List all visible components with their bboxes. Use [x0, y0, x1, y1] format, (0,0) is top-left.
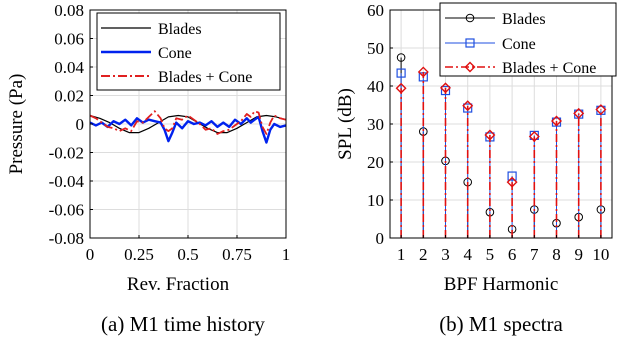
y-tick-label: 60: [367, 1, 384, 20]
marker-square: [440, 85, 451, 96]
x-axis-label-a: Rev. Fraction: [127, 274, 230, 295]
y-tick-label: 0: [376, 229, 385, 248]
marker-diamond: [462, 100, 474, 112]
x-tick-label: 9: [574, 245, 583, 264]
ticks-a: 0 0.25 0.5 0.75 1 0.08 0.06 0.04 0.02 0 -0.02 -0.04…: [49, 1, 291, 264]
y-tick-label: -0.02: [49, 144, 84, 163]
x-tick-label: 1: [397, 245, 406, 264]
legend-marker-circle: [465, 13, 475, 23]
legend-marker-square: [465, 38, 475, 48]
y-tick-label: 0.02: [54, 87, 84, 106]
legend-label-blades-cone-b: Blades + Cone: [502, 60, 596, 77]
y-tick-label: -0.08: [49, 229, 84, 248]
x-tick-label: 8: [552, 245, 561, 264]
x-tick-label: 6: [508, 245, 517, 264]
legend-label-blades: Blades: [158, 21, 202, 38]
panel-time-history: 0 0.25 0.5 0.75 1 0.08 0.06 0.04 0.02 0 -0.02 -0.04…: [6, 1, 290, 336]
x-tick-label: 7: [530, 245, 539, 264]
caption-a: (a) M1 time history: [101, 312, 265, 336]
marker-diamond: [484, 129, 496, 141]
y-tick-label: 10: [367, 191, 384, 210]
marker-diamond: [595, 104, 607, 116]
x-tick-label: 5: [486, 245, 495, 264]
ticks-b: 1 2 3 4 5 6 7 8 9 10 60 50 40 30 20 10 0: [367, 1, 609, 264]
x-tick-label: 4: [463, 245, 472, 264]
marker-square: [463, 103, 473, 113]
legend-label-cone-b: Cone: [502, 36, 536, 53]
series-group-b: [395, 53, 607, 238]
legend-a: Blades Cone Blades + Cone: [96, 12, 281, 91]
y-tick-label: 0.06: [54, 30, 84, 49]
y-tick-label: 0: [76, 115, 85, 134]
x-tick-label: 0: [86, 245, 95, 264]
y-tick-label: 0.04: [54, 58, 84, 77]
x-tick-label: 0.75: [222, 245, 252, 264]
marker-diamond: [528, 131, 540, 143]
marker-diamond: [551, 115, 562, 127]
y-axis-label-b: SPL (dB): [335, 88, 356, 160]
legend-marker-diamond: [464, 61, 476, 73]
x-tick-label: 1: [282, 245, 291, 264]
x-tick-label: 0.5: [177, 245, 198, 264]
x-tick-label: 10: [592, 245, 609, 264]
caption-b: (b) M1 spectra: [439, 312, 563, 336]
legend-label-cone: Cone: [158, 45, 192, 62]
legend-b: Blades Cone Blades + Cone: [439, 2, 617, 77]
marker-diamond: [395, 82, 407, 94]
series-group-a: [89, 110, 287, 144]
y-tick-label: -0.04: [49, 172, 85, 191]
y-tick-label: -0.06: [49, 201, 84, 220]
marker-diamond: [417, 66, 429, 78]
x-tick-label: 0.25: [124, 245, 154, 264]
marker-square: [396, 68, 406, 78]
legend-label-blades-b: Blades: [502, 11, 546, 28]
y-axis-label-a: Pressure (Pa): [6, 74, 27, 175]
marker-square: [507, 171, 517, 181]
y-tick-label: 50: [367, 39, 384, 58]
y-tick-label: 40: [367, 77, 384, 96]
y-tick-label: 20: [367, 153, 384, 172]
x-tick-label: 3: [441, 245, 450, 264]
x-axis-label-b: BPF Harmonic: [444, 274, 559, 295]
marker-diamond: [506, 176, 518, 188]
y-tick-label: 0.08: [54, 1, 84, 20]
series-line-blades-cone: [89, 110, 287, 135]
series-line-cone: [89, 115, 287, 144]
panel-spectra: 1 2 3 4 5 6 7 8 9 10 60 50 40 30 20 10 0 BPF Harmonic SP…: [335, 1, 617, 336]
marker-circle: [396, 53, 406, 62]
legend-label-blades-cone: Blades + Cone: [158, 69, 252, 86]
marker-diamond: [440, 82, 451, 94]
y-tick-label: 30: [367, 115, 384, 134]
x-tick-label: 2: [419, 245, 428, 264]
marker-diamond: [573, 107, 585, 119]
